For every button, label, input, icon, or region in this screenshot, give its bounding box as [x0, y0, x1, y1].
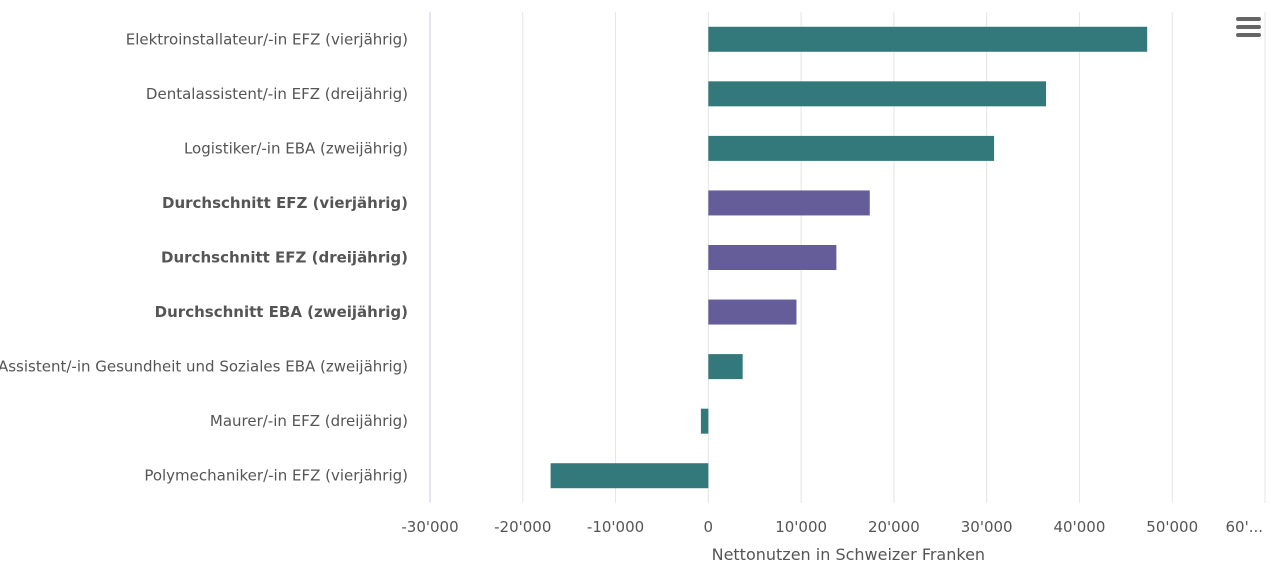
bar	[708, 26, 1148, 52]
category-label: Maurer/-in EFZ (dreijährig)	[210, 412, 408, 430]
category-label: Assistent/-in Gesundheit und Soziales EB…	[0, 358, 408, 376]
hamburger-menu-icon[interactable]	[1236, 17, 1264, 41]
bar	[700, 408, 709, 434]
x-tick-label: -20'000	[494, 518, 551, 536]
bar	[708, 245, 837, 270]
x-tick-label: 60'...	[1225, 518, 1263, 536]
category-label: Polymechaniker/-in EFZ (vierjährig)	[144, 467, 408, 485]
x-tick-label: -10'000	[587, 518, 644, 536]
bar	[708, 190, 870, 216]
category-label: Durchschnitt EBA (zweijährig)	[155, 303, 408, 321]
category-label: Elektroinstallateur/-in EFZ (vierjährig)	[126, 30, 408, 48]
category-label: Durchschnitt EFZ (dreijährig)	[161, 249, 408, 267]
bar	[708, 299, 797, 325]
bar	[550, 463, 709, 489]
x-tick-label: 20'000	[868, 518, 920, 536]
bar	[708, 354, 743, 380]
category-label: Durchschnitt EFZ (vierjährig)	[162, 194, 408, 212]
bar	[708, 135, 995, 161]
x-tick-label: 0	[704, 518, 714, 536]
x-tick-label: 50'000	[1146, 518, 1198, 536]
x-axis-title: Nettonutzen in Schweizer Franken	[712, 545, 985, 562]
x-tick-label: 10'000	[775, 518, 827, 536]
category-label: Logistiker/-in EBA (zweijährig)	[184, 139, 408, 157]
category-label: Dentalassistent/-in EFZ (dreijährig)	[146, 85, 408, 103]
bar	[708, 81, 1047, 107]
x-tick-label: -30'000	[401, 518, 458, 536]
x-tick-label: 40'000	[1054, 518, 1106, 536]
x-tick-label: 30'000	[961, 518, 1013, 536]
